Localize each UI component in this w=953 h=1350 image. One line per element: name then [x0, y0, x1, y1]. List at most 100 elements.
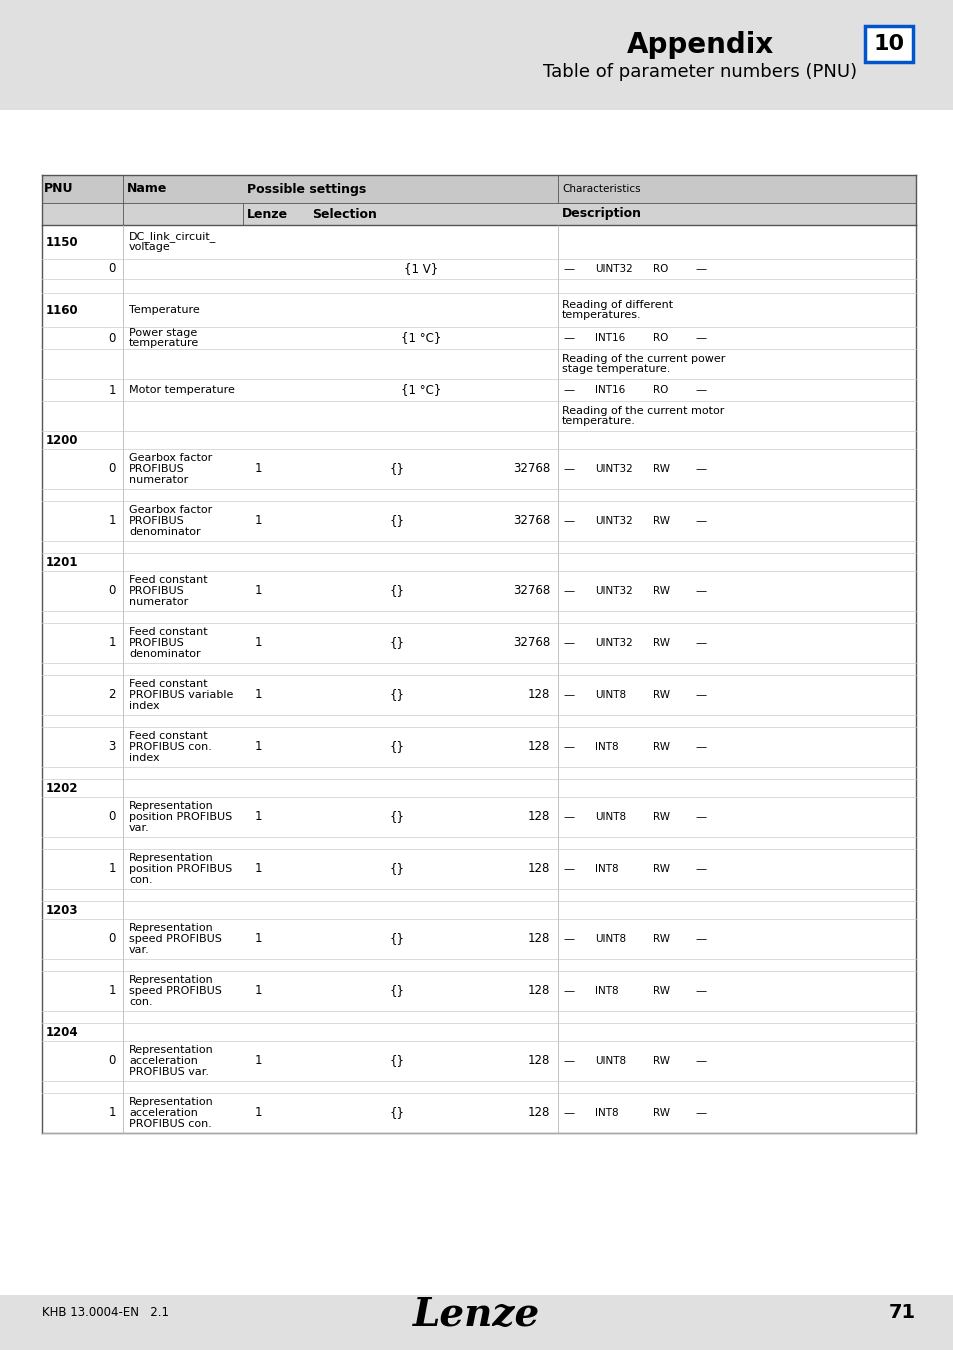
Text: acceleration: acceleration: [129, 1108, 197, 1118]
Text: —: —: [695, 986, 705, 996]
Text: 1: 1: [254, 636, 262, 649]
Text: 1160: 1160: [46, 304, 78, 316]
Text: —: —: [695, 690, 705, 701]
Text: —: —: [695, 385, 705, 396]
Text: RW: RW: [652, 690, 669, 701]
Text: 1: 1: [109, 514, 116, 528]
Text: position PROFIBUS: position PROFIBUS: [129, 811, 232, 822]
Text: {}: {}: [390, 636, 405, 649]
Text: —: —: [695, 864, 705, 873]
Text: {}: {}: [390, 984, 405, 998]
Text: PROFIBUS: PROFIBUS: [129, 639, 185, 648]
Text: Reading of the current power: Reading of the current power: [561, 354, 724, 363]
Text: RO: RO: [652, 333, 668, 343]
Text: 71: 71: [888, 1303, 915, 1322]
Text: var.: var.: [129, 945, 150, 954]
Bar: [42, 176, 915, 202]
Text: 128: 128: [527, 1054, 550, 1068]
Text: INT8: INT8: [595, 1108, 618, 1118]
Text: position PROFIBUS: position PROFIBUS: [129, 864, 232, 873]
Text: RW: RW: [652, 811, 669, 822]
Text: RW: RW: [652, 986, 669, 996]
Text: 1: 1: [254, 585, 262, 598]
Text: RW: RW: [652, 516, 669, 526]
Text: —: —: [695, 464, 705, 474]
Bar: [0, 0, 953, 109]
Text: {}: {}: [390, 863, 405, 876]
Text: 3: 3: [109, 741, 116, 753]
Text: PROFIBUS var.: PROFIBUS var.: [129, 1066, 209, 1077]
Text: 128: 128: [527, 688, 550, 702]
Text: 1: 1: [254, 514, 262, 528]
Text: Gearbox factor: Gearbox factor: [129, 505, 212, 514]
Text: 1: 1: [254, 1107, 262, 1119]
Text: 0: 0: [109, 585, 116, 598]
Text: INT8: INT8: [595, 743, 618, 752]
Text: UINT32: UINT32: [595, 639, 632, 648]
Text: Representation: Representation: [129, 1045, 213, 1054]
Text: 0: 0: [109, 463, 116, 475]
Text: Appendix: Appendix: [626, 31, 773, 59]
Text: INT8: INT8: [595, 864, 618, 873]
Text: UINT32: UINT32: [595, 586, 632, 595]
Text: —: —: [562, 864, 574, 873]
Text: {}: {}: [390, 933, 405, 945]
Text: 1: 1: [254, 810, 262, 824]
Text: 10: 10: [873, 34, 903, 54]
Text: —: —: [695, 333, 705, 343]
Text: RO: RO: [652, 265, 668, 274]
Text: 1: 1: [109, 636, 116, 649]
Text: —: —: [562, 1108, 574, 1118]
Text: PROFIBUS: PROFIBUS: [129, 464, 185, 474]
Text: 1: 1: [254, 741, 262, 753]
Text: 1: 1: [254, 863, 262, 876]
Text: 1: 1: [254, 933, 262, 945]
Text: 32768: 32768: [512, 636, 550, 649]
Text: INT8: INT8: [595, 986, 618, 996]
Text: —: —: [562, 333, 574, 343]
Text: Characteristics: Characteristics: [561, 184, 640, 194]
Text: —: —: [562, 385, 574, 396]
Text: PNU: PNU: [44, 182, 73, 196]
Text: —: —: [562, 811, 574, 822]
Text: 0: 0: [109, 810, 116, 824]
Text: Representation: Representation: [129, 975, 213, 985]
Text: speed PROFIBUS: speed PROFIBUS: [129, 986, 222, 996]
Text: —: —: [695, 743, 705, 752]
Text: DC_link_circuit_: DC_link_circuit_: [129, 231, 216, 242]
Text: temperatures.: temperatures.: [561, 310, 641, 320]
Text: 1203: 1203: [46, 903, 78, 917]
Text: 128: 128: [527, 933, 550, 945]
Text: 32768: 32768: [512, 585, 550, 598]
Text: KHB 13.0004-EN   2.1: KHB 13.0004-EN 2.1: [42, 1305, 169, 1319]
Text: 1204: 1204: [46, 1026, 78, 1038]
Text: UINT32: UINT32: [595, 265, 632, 274]
Text: —: —: [695, 1108, 705, 1118]
Text: —: —: [695, 586, 705, 595]
Text: 128: 128: [527, 741, 550, 753]
Text: Power stage: Power stage: [129, 328, 197, 338]
Text: RO: RO: [652, 385, 668, 396]
Text: —: —: [695, 934, 705, 944]
Text: 1: 1: [254, 984, 262, 998]
Text: 1150: 1150: [46, 235, 78, 248]
Text: con.: con.: [129, 875, 152, 886]
Text: —: —: [695, 811, 705, 822]
Text: {}: {}: [390, 810, 405, 824]
Text: UINT8: UINT8: [595, 934, 625, 944]
Bar: [42, 202, 915, 225]
Text: numerator: numerator: [129, 475, 188, 485]
Text: —: —: [562, 464, 574, 474]
Text: 1: 1: [254, 1054, 262, 1068]
Text: —: —: [562, 743, 574, 752]
Text: —: —: [695, 516, 705, 526]
Text: 128: 128: [527, 810, 550, 824]
Text: 0: 0: [109, 262, 116, 275]
Text: RW: RW: [652, 934, 669, 944]
Text: 128: 128: [527, 863, 550, 876]
Text: Feed constant: Feed constant: [129, 575, 208, 585]
Text: stage temperature.: stage temperature.: [561, 364, 670, 374]
Text: {}: {}: [390, 514, 405, 528]
Text: Feed constant: Feed constant: [129, 626, 208, 637]
Text: {}: {}: [390, 1107, 405, 1119]
